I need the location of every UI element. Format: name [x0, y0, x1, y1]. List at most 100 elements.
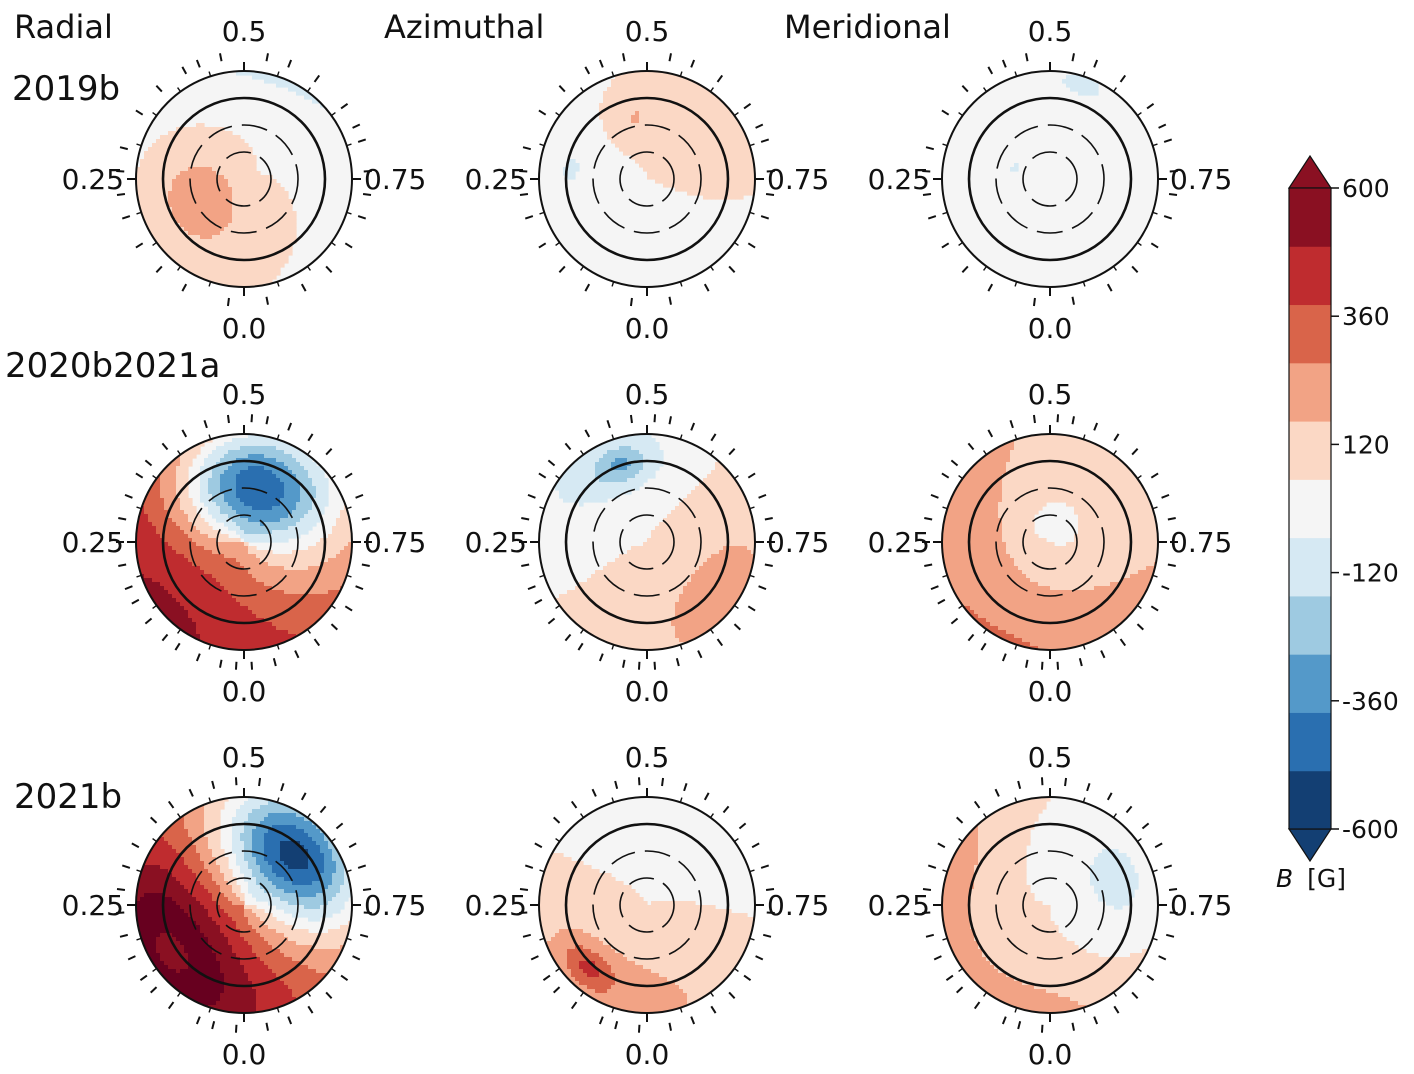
observation-phase-tick: [188, 788, 194, 797]
minor-tick: [539, 574, 545, 578]
minor-tick: [1136, 604, 1142, 609]
observation-phase-tick: [522, 146, 532, 151]
observation-phase-tick: [941, 109, 950, 116]
observation-phase-tick: [950, 459, 959, 467]
minor-tick: [1082, 71, 1086, 77]
observation-phase-tick: [363, 911, 372, 915]
observation-phase-tick: [690, 1016, 696, 1025]
phase-label-right: 0.75: [767, 889, 829, 922]
latitude-circle: [216, 514, 272, 570]
observation-phase-tick: [538, 242, 547, 249]
observation-phase-tick: [1163, 864, 1173, 869]
observation-phase-tick: [116, 169, 125, 173]
minor-tick: [679, 434, 683, 440]
equator-circle: [161, 822, 327, 988]
observation-phase-tick: [764, 563, 773, 567]
observation-phase-tick: [1071, 416, 1075, 425]
observation-phase-tick: [1078, 657, 1083, 667]
phase-label-right: 0.75: [767, 526, 829, 559]
observation-phase-tick: [300, 283, 307, 292]
observation-phase-tick: [519, 911, 528, 915]
observation-phase-tick: [598, 59, 604, 68]
minor-tick: [1082, 434, 1086, 440]
observation-phase-tick: [1163, 138, 1173, 143]
observation-phase-tick: [524, 864, 534, 869]
observation-phase-tick: [211, 1020, 216, 1030]
observation-phase-tick: [181, 283, 188, 292]
observation-phase-tick: [728, 448, 736, 456]
minor-tick: [983, 265, 988, 271]
observation-phase-tick: [1106, 283, 1113, 292]
observation-phase-tick: [355, 493, 364, 499]
observation-phase-tick: [956, 816, 964, 824]
observation-phase-tick: [703, 283, 710, 292]
observation-phase-tick: [287, 59, 293, 68]
minor-tick: [152, 241, 158, 246]
minor-tick: [1152, 869, 1158, 873]
observation-phase-tick: [538, 109, 547, 116]
observation-phase-tick: [161, 442, 169, 451]
observation-phase-tick: [234, 661, 238, 670]
minor-tick: [733, 241, 739, 246]
observation-phase-tick: [167, 800, 175, 809]
phase-label-left: 0.25: [465, 163, 527, 196]
observation-phase-tick: [139, 974, 148, 982]
map-panels: 0.50.00.25 0.750.50.00.25 0.750.50.00.25 0.…: [62, 15, 1233, 1071]
observation-phase-tick: [144, 617, 153, 625]
observation-phase-tick: [335, 822, 344, 830]
minor-tick: [611, 1007, 615, 1013]
observation-phase-tick: [542, 974, 551, 982]
minor-tick: [958, 838, 964, 843]
minor-tick: [983, 450, 988, 456]
observation-phase-tick: [722, 805, 730, 814]
minor-tick: [152, 475, 158, 480]
minor-tick: [1112, 628, 1117, 634]
observation-phase-tick: [987, 429, 994, 438]
observation-phase-tick: [629, 414, 633, 424]
minor-tick: [346, 506, 352, 510]
minor-tick: [1082, 797, 1086, 803]
observation-phase-tick: [265, 53, 269, 62]
observation-phase-tick: [167, 1001, 175, 1010]
observation-phase-tick: [1161, 585, 1170, 591]
observation-phase-tick: [967, 633, 975, 642]
observation-phase-tick: [195, 59, 201, 68]
observation-phase-tick: [1071, 296, 1075, 305]
phase-label-bottom: 0.0: [1028, 675, 1073, 708]
observation-phase-tick: [1017, 1020, 1022, 1030]
observation-phase-tick: [1150, 472, 1159, 479]
minor-tick: [555, 838, 561, 843]
observation-phase-tick: [287, 1016, 293, 1025]
observation-phase-tick: [622, 53, 626, 62]
colorbar-segment: [1289, 188, 1331, 247]
observation-phase-tick: [1009, 419, 1014, 429]
observation-phase-tick: [181, 66, 188, 75]
observation-phase-tick: [564, 633, 572, 642]
minor-tick: [346, 211, 352, 215]
observation-phase-tick: [521, 563, 530, 567]
minor-tick: [611, 71, 615, 77]
minor-tick: [580, 628, 585, 634]
equator-circle: [161, 459, 327, 625]
colorbar-tick-label: -120: [1342, 559, 1399, 588]
observation-phase-tick: [1093, 1016, 1099, 1025]
minor-tick: [306, 628, 311, 634]
observation-phase-tick: [924, 563, 933, 567]
minor-tick: [958, 967, 964, 972]
map-2020b2021a-meridional: 0.5 0.0 0.25 0.75: [868, 378, 1233, 708]
latitude-circle: [189, 124, 299, 234]
minor-tick: [942, 211, 948, 215]
observation-phase-tick: [937, 598, 946, 605]
latitude-circle: [216, 151, 272, 207]
minor-tick: [1082, 1007, 1086, 1013]
minor-tick: [152, 604, 158, 609]
observation-phase-tick: [348, 842, 357, 849]
minor-tick: [733, 967, 739, 972]
colorbar-tick-label: 600: [1342, 174, 1390, 203]
observation-phase-tick: [1071, 53, 1075, 62]
minor-tick: [1152, 211, 1158, 215]
observation-phase-tick: [598, 653, 604, 662]
observation-phase-tick: [584, 66, 591, 75]
minor-tick: [136, 574, 142, 578]
colorbar-segment: [1289, 712, 1331, 772]
